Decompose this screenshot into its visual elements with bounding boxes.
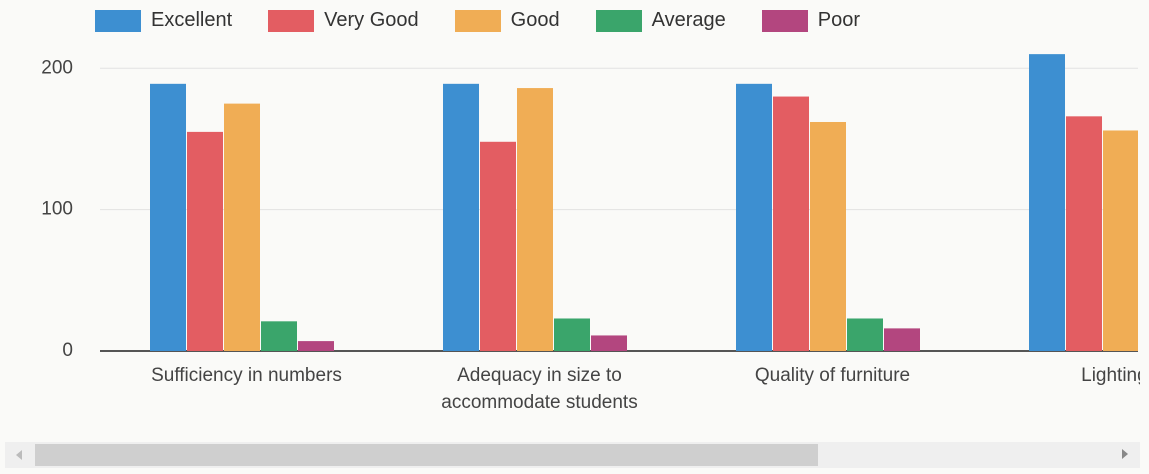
y-tick-label: 0 bbox=[62, 340, 73, 361]
legend-label: Poor bbox=[817, 9, 860, 31]
y-tick-label: 200 bbox=[41, 57, 73, 78]
x-tick-label: Lighting ar bbox=[1081, 365, 1140, 386]
bar bbox=[773, 96, 809, 351]
x-tick-label: Adequacy in size to accommodate students bbox=[441, 365, 638, 413]
bars bbox=[150, 54, 1138, 352]
legend-item: Average bbox=[595, 9, 726, 32]
legend-item: Good bbox=[454, 9, 560, 32]
scrollbar-thumb[interactable] bbox=[35, 444, 818, 466]
legend-swatch bbox=[95, 9, 141, 32]
bar bbox=[187, 131, 223, 351]
legend-label: Average bbox=[651, 9, 726, 31]
legend-item: Excellent bbox=[95, 9, 232, 32]
bar bbox=[1066, 116, 1102, 351]
bar bbox=[224, 103, 260, 351]
bar bbox=[261, 321, 297, 351]
legend-swatch bbox=[761, 9, 808, 32]
legend-label: Good bbox=[510, 9, 560, 31]
y-tick-label: 100 bbox=[41, 199, 73, 220]
scroll-left[interactable] bbox=[16, 450, 22, 460]
legend-swatch bbox=[595, 9, 642, 32]
bar bbox=[298, 341, 334, 351]
bar bbox=[150, 83, 186, 351]
x-tick-label: Sufficiency in numbers bbox=[151, 365, 342, 386]
legend-label: Excellent bbox=[151, 9, 233, 31]
x-tick-label: Quality of furniture bbox=[754, 365, 911, 386]
bar bbox=[884, 328, 920, 351]
bar bbox=[1029, 54, 1065, 352]
bar bbox=[480, 141, 516, 351]
legend-label: Very Good bbox=[324, 9, 419, 31]
bar bbox=[847, 318, 883, 351]
bar bbox=[1103, 130, 1138, 351]
bar bbox=[443, 83, 479, 351]
legend-swatch bbox=[268, 9, 315, 32]
bar bbox=[591, 335, 627, 351]
legend: Excellent Very Good Good Average Poor bbox=[95, 9, 860, 32]
bar bbox=[810, 121, 846, 351]
scroll-right[interactable] bbox=[1122, 449, 1128, 459]
bar bbox=[517, 88, 553, 352]
legend-swatch bbox=[454, 9, 501, 32]
bar bbox=[554, 318, 590, 351]
legend-item: Poor bbox=[761, 9, 860, 32]
legend-item: Very Good bbox=[268, 9, 419, 32]
bar bbox=[736, 83, 772, 351]
